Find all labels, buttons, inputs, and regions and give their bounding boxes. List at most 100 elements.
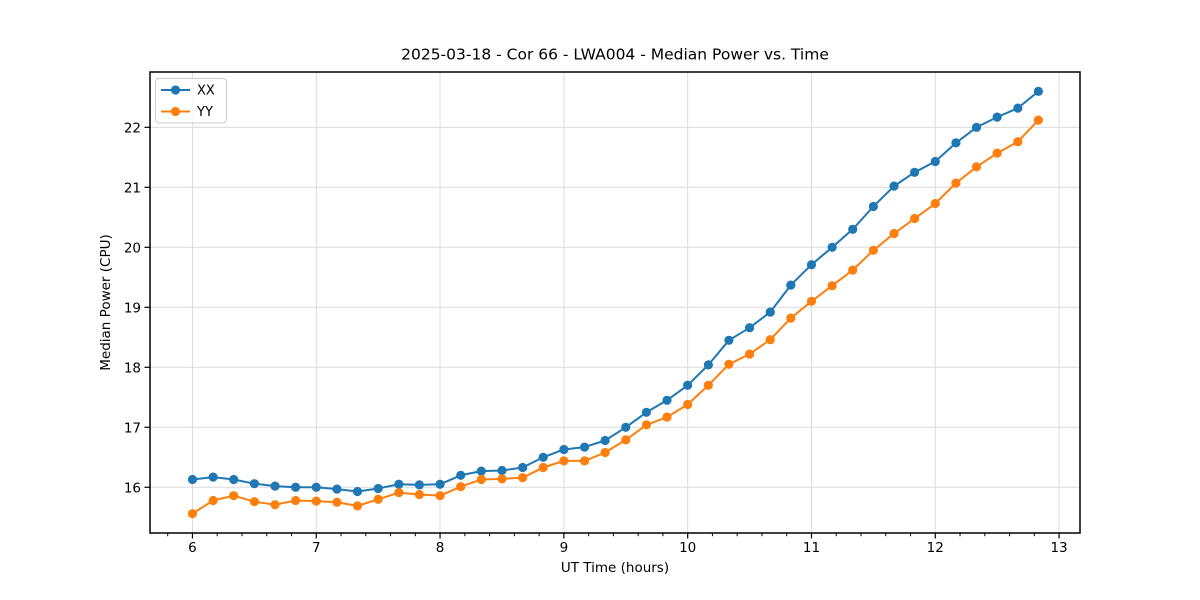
axis-ticks: [144, 126, 1060, 539]
data-point-xx: [208, 472, 218, 482]
data-point-xx: [352, 486, 363, 497]
data-point-xx: [744, 323, 755, 333]
data-point-yy: [683, 399, 693, 410]
data-point-yy: [518, 473, 528, 483]
y-tick-label: 17: [124, 420, 141, 436]
data-point-xx: [992, 112, 1002, 122]
data-point-xx: [187, 474, 198, 485]
data-point-xx: [724, 335, 734, 345]
data-point-yy: [868, 245, 878, 255]
x-axis-label: UT Time (hours): [561, 560, 669, 576]
data-point-yy: [951, 178, 961, 188]
data-point-yy: [641, 420, 652, 430]
data-point-xx: [621, 422, 631, 432]
data-point-xx: [1013, 103, 1023, 113]
series-line-yy: [191, 119, 1040, 515]
data-point-xx: [600, 435, 610, 446]
data-point-xx: [497, 465, 507, 476]
data-point-yy: [724, 359, 734, 369]
data-point-xx: [249, 479, 259, 489]
data-point-yy: [332, 497, 342, 507]
data-point-yy: [414, 489, 424, 500]
data-point-xx: [910, 167, 920, 177]
y-tick-label: 21: [124, 180, 141, 196]
data-point-yy: [352, 501, 363, 511]
plot-area-border: [149, 71, 1081, 534]
legend-box: [155, 78, 227, 124]
data-point-yy: [435, 491, 445, 501]
data-point-yy: [848, 265, 858, 275]
data-point-yy: [992, 148, 1002, 158]
data-point-yy: [290, 495, 301, 506]
gridlines: [150, 72, 1080, 533]
data-point-xx: [518, 462, 528, 473]
legend-label-yy: YY: [196, 105, 213, 120]
data-point-xx: [311, 482, 321, 492]
data-point-yy: [621, 435, 631, 445]
data-point-yy: [394, 488, 404, 498]
x-tick-label: 8: [436, 540, 445, 556]
y-tick-label: 18: [124, 360, 141, 376]
data-point-xx: [662, 395, 672, 405]
legend-marker-xx: [170, 85, 181, 95]
data-point-xx: [951, 138, 961, 148]
data-point-xx: [229, 474, 239, 485]
data-point-xx: [373, 483, 383, 494]
data-point-xx: [579, 442, 590, 452]
data-point-xx: [414, 480, 424, 490]
y-tick-label: 16: [124, 480, 141, 496]
data-point-yy: [311, 496, 321, 506]
x-tick-label: 6: [188, 540, 197, 556]
data-point-yy: [373, 494, 383, 504]
data-point-yy: [497, 474, 507, 484]
data-point-yy: [249, 497, 259, 507]
data-point-yy: [1013, 137, 1023, 147]
data-point-yy: [208, 495, 218, 506]
x-tick-label: 7: [312, 540, 321, 556]
data-point-yy: [559, 456, 569, 466]
data-point-xx: [270, 481, 280, 491]
data-point-xx: [806, 260, 817, 270]
data-point-yy: [229, 491, 239, 501]
data-point-yy: [806, 296, 817, 306]
tick-labels: 6 7 8 9 10 11 12 13 16 17 18 19 20 21 22: [124, 120, 1068, 556]
x-tick-label: 11: [803, 540, 820, 556]
data-point-yy: [889, 228, 899, 239]
data-point-yy: [765, 335, 775, 345]
data-point-xx: [848, 224, 858, 234]
data-point-xx: [456, 470, 466, 480]
data-point-xx: [703, 360, 713, 370]
x-tick-label: 9: [560, 540, 569, 556]
data-point-yy: [538, 462, 548, 473]
data-point-yy: [600, 447, 610, 458]
data-point-xx: [683, 380, 693, 390]
data-point-xx: [1033, 86, 1043, 96]
data-point-yy: [270, 500, 280, 510]
data-point-yy: [703, 380, 713, 390]
data-point-xx: [641, 407, 652, 417]
chart-title: 2025-03-18 - Cor 66 - LWA004 - Median Po…: [401, 46, 829, 64]
data-point-xx: [889, 181, 899, 191]
data-point-yy: [971, 162, 982, 172]
legend-marker-yy: [170, 106, 181, 117]
y-tick-label: 20: [124, 240, 141, 256]
data-point-yy: [456, 482, 466, 492]
data-point-xx: [827, 242, 837, 252]
data-series: [187, 86, 1043, 519]
data-point-yy: [662, 412, 672, 422]
data-point-xx: [394, 479, 404, 489]
series-line-xx: [192, 90, 1040, 493]
legend: XX YY: [155, 78, 227, 124]
data-point-yy: [930, 198, 940, 209]
data-point-xx: [435, 479, 445, 489]
data-point-yy: [827, 281, 837, 291]
data-point-xx: [971, 122, 982, 132]
data-point-xx: [765, 307, 775, 317]
data-point-yy: [579, 456, 590, 466]
x-tick-label: 13: [1050, 540, 1067, 556]
data-point-yy: [910, 213, 920, 224]
data-point-yy: [744, 349, 755, 359]
x-tick-label: 12: [927, 540, 944, 556]
data-point-xx: [538, 452, 548, 462]
data-point-yy: [786, 313, 796, 323]
